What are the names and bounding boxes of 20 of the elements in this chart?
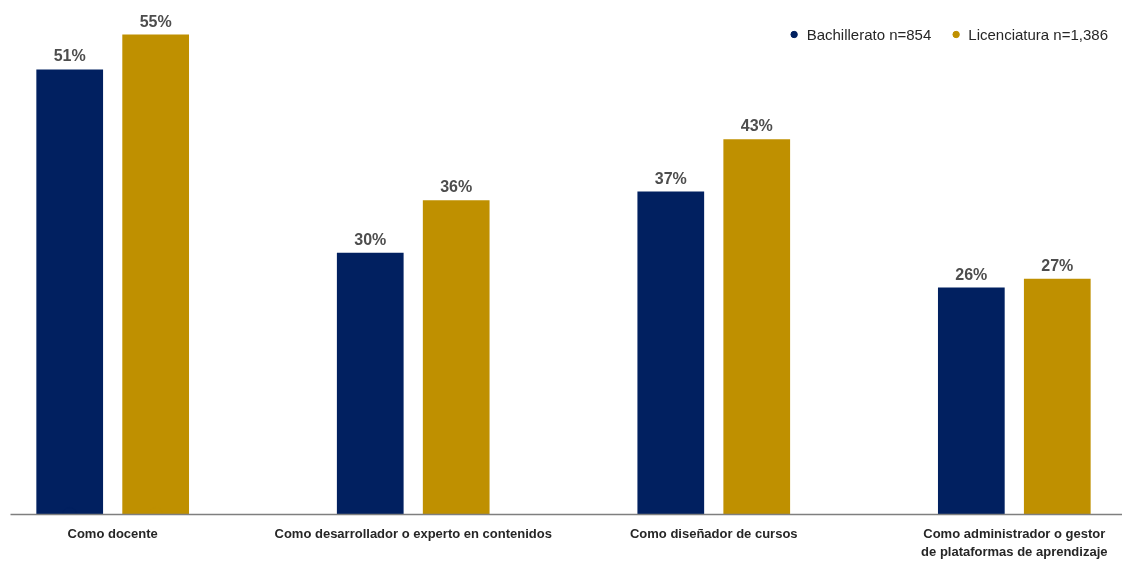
- bar: [723, 139, 791, 515]
- data-label: 30%: [354, 230, 387, 248]
- x-tick-label: Como desarrollador o experto en contenidos: [274, 525, 552, 541]
- data-label: 43%: [740, 117, 773, 135]
- bar: [1023, 278, 1091, 515]
- bar: [937, 287, 1005, 515]
- data-label: 37%: [654, 169, 687, 187]
- x-tick-label: Como docente: [67, 525, 158, 541]
- bar: [422, 200, 490, 515]
- x-tick-label: Como administrador o gestor de plataformas de aprendizaje: [921, 525, 1108, 559]
- data-label: 27%: [1041, 256, 1074, 274]
- data-label: 51%: [53, 47, 86, 65]
- data-label: 26%: [955, 265, 988, 283]
- legend-label: Licenciatura n=1,386: [968, 25, 1108, 43]
- bar: [336, 252, 404, 515]
- bar: [637, 191, 705, 515]
- x-tick-label: Como diseñador de cursos: [629, 525, 798, 541]
- data-label: 36%: [440, 178, 473, 196]
- legend-label: Bachillerato n=854: [806, 25, 932, 43]
- data-label: 55%: [139, 12, 172, 30]
